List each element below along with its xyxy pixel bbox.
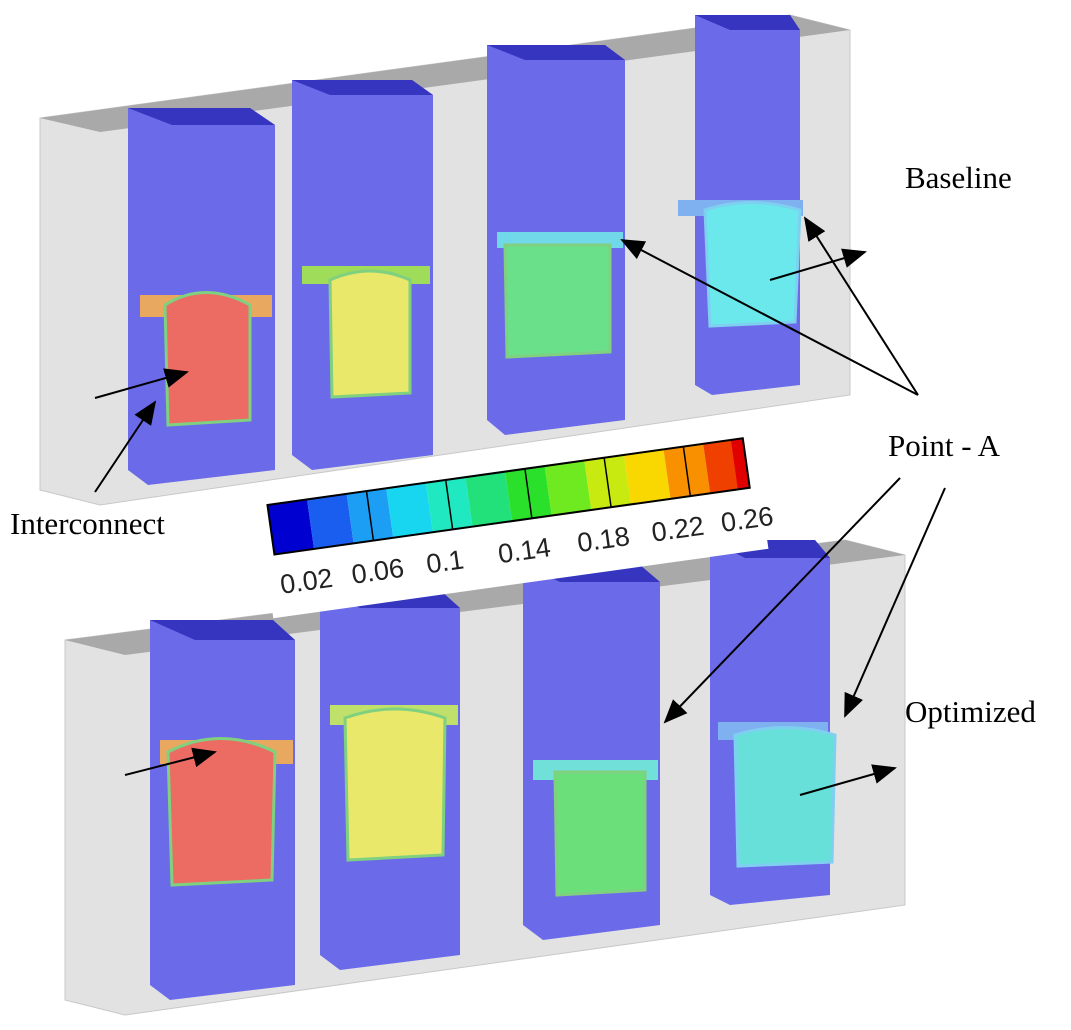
colorbar-label: 0.1 xyxy=(424,544,465,579)
optimized-label: Optimized xyxy=(905,694,1036,729)
figure: 0.02 0.06 0.1 0.14 0.18 0.22 0.26 Baseli… xyxy=(0,0,1071,1030)
baseline-label: Baseline xyxy=(905,160,1012,195)
interconnect-label: Interconnect xyxy=(10,506,165,541)
optimized-panel xyxy=(65,540,905,1015)
point-a-label: Point - A xyxy=(888,428,1001,463)
colorbar-label: 0.26 xyxy=(719,501,775,538)
